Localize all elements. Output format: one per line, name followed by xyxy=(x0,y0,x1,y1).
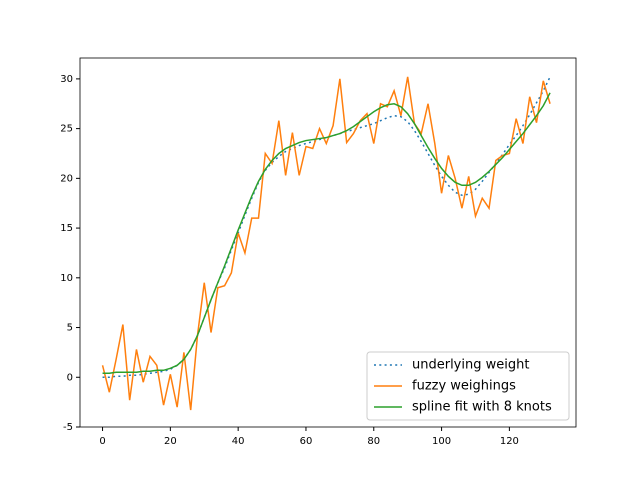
legend-box xyxy=(366,351,570,421)
y-tick-label: 10 xyxy=(60,273,73,284)
x-tick-label: 20 xyxy=(164,436,177,447)
x-tick-label: 100 xyxy=(432,436,451,447)
y-tick-label: 15 xyxy=(60,223,73,234)
legend-label: fuzzy weighings xyxy=(412,379,516,394)
legend-label: underlying weight xyxy=(412,358,529,373)
legend-label: spline fit with 8 knots xyxy=(412,400,552,415)
series-line xyxy=(101,76,551,411)
series-line xyxy=(102,76,551,379)
x-tick-label: 0 xyxy=(99,436,105,447)
series-line xyxy=(102,92,551,375)
plot-frame xyxy=(79,57,577,428)
x-tick-label: 60 xyxy=(300,436,313,447)
x-tick-label: 40 xyxy=(232,436,245,447)
y-tick-label: 0 xyxy=(67,372,73,383)
y-tick-label: 25 xyxy=(60,124,73,135)
y-tick-label: 20 xyxy=(60,173,73,184)
y-tick-label: 30 xyxy=(60,74,73,85)
y-tick-label: 5 xyxy=(67,323,73,334)
x-tick-label: 120 xyxy=(500,436,519,447)
x-tick-label: 80 xyxy=(367,436,380,447)
y-tick-label: -5 xyxy=(63,422,73,433)
